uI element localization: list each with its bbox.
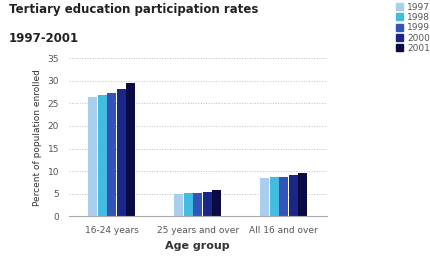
Bar [289,175,298,216]
Text: Tertiary education participation rates: Tertiary education participation rates [9,3,258,16]
Bar [261,178,269,216]
Bar [175,194,183,216]
Bar [298,173,307,216]
Bar [117,89,126,216]
Bar [270,177,279,216]
Text: 1997-2001: 1997-2001 [9,32,79,45]
X-axis label: Age group: Age group [166,241,230,251]
Bar [203,192,212,216]
Legend: 1997, 1998, 1999, 2000, 2001: 1997, 1998, 1999, 2000, 2001 [396,3,430,53]
Y-axis label: Percent of population enrolled: Percent of population enrolled [33,69,42,206]
Bar [126,83,135,216]
Bar [280,177,288,216]
Bar [184,193,193,216]
Bar [98,95,107,216]
Bar [194,194,202,216]
Bar [108,93,116,216]
Bar [212,190,221,216]
Bar [89,97,97,216]
